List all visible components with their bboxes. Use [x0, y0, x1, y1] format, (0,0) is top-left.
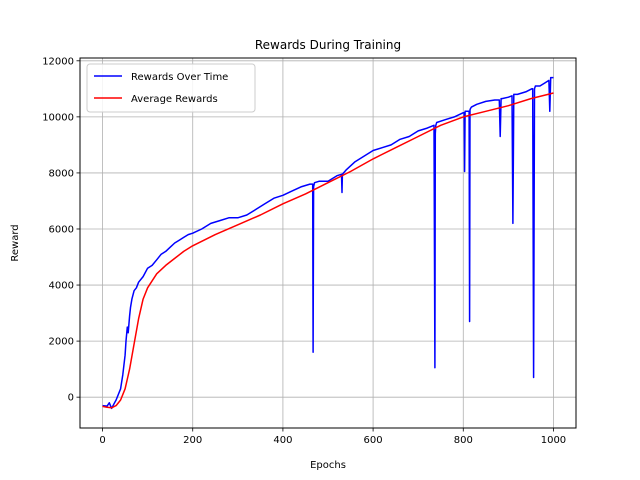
legend-box [86, 63, 256, 113]
y-tick-label: 0 [68, 393, 74, 404]
legend: Rewards Over Time Average Rewards [86, 63, 256, 113]
x-tick-label: 1000 [541, 435, 566, 446]
y-tick-label: 10000 [42, 112, 74, 123]
series-layer [102, 76, 554, 410]
chart-title: Rewards During Training [255, 38, 401, 52]
y-tick-label: 6000 [49, 224, 74, 235]
x-tick-label: 0 [99, 435, 105, 446]
y-axis: 0 2000 4000 6000 8000 10000 12000 [42, 56, 80, 404]
legend-label-average: Average Rewards [131, 94, 218, 105]
y-tick-label: 4000 [49, 281, 74, 292]
x-tick-label: 400 [273, 435, 292, 446]
y-tick-label: 8000 [49, 168, 74, 179]
x-tick-label: 200 [183, 435, 202, 446]
series-line-average [102, 92, 554, 409]
legend-label-rewards: Rewards Over Time [131, 72, 228, 83]
series-line-rewards [102, 76, 554, 410]
y-tick-label: 12000 [42, 56, 74, 67]
x-tick-label: 600 [364, 435, 383, 446]
x-axis-label: Epochs [310, 460, 346, 471]
grid [80, 58, 576, 428]
y-axis-label: Reward [10, 224, 21, 261]
x-axis: 0 200 400 600 800 1000 [99, 428, 566, 446]
y-tick-label: 2000 [49, 337, 74, 348]
x-tick-label: 800 [454, 435, 473, 446]
plot-frame [79, 57, 577, 429]
